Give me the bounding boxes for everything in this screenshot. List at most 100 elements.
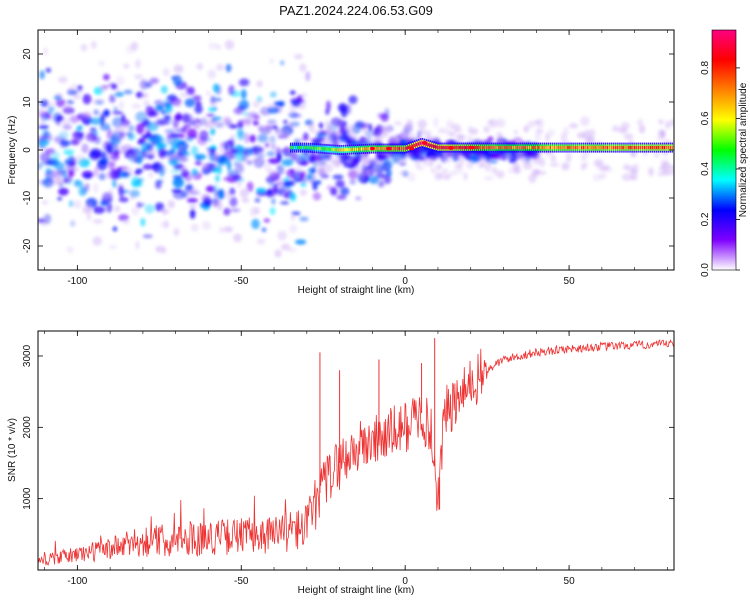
ridge-cell <box>565 146 567 150</box>
spectrogram-cell <box>109 94 116 103</box>
spectrogram-cell <box>142 234 153 239</box>
spectrogram-cell <box>360 160 369 169</box>
ridge-cell <box>518 146 520 150</box>
spectrogram-cell <box>313 139 318 144</box>
spectrogram-cell <box>264 142 270 148</box>
spectrogram-cell <box>77 130 85 142</box>
spectrogram-cell <box>118 144 127 155</box>
spectrogram-cell <box>229 134 236 140</box>
spectrogram-cell <box>407 172 416 182</box>
spectrogram-cell <box>115 75 125 86</box>
spectrogram-cell <box>624 163 630 170</box>
spectrogram-cell <box>178 145 184 153</box>
ridge-cell <box>522 146 524 150</box>
ridge-peak <box>369 146 375 151</box>
spectrogram-cell <box>238 100 250 110</box>
spectrogram-cell <box>454 152 462 161</box>
ridge-cell <box>510 146 512 150</box>
spectrogram-cell <box>523 162 533 170</box>
spectrogram-cell <box>335 180 345 188</box>
ridge-cell <box>628 146 630 150</box>
colorbar-label: Normalized spectral amplitude <box>738 82 749 217</box>
spectrogram-cell <box>229 148 239 154</box>
spectrogram-cell <box>311 129 321 135</box>
ridge-cell <box>321 147 323 151</box>
spectrogram-cell <box>282 182 291 194</box>
ridge-cell <box>600 146 603 150</box>
spectrogram-cell <box>40 99 49 108</box>
ridge-cell <box>313 146 315 150</box>
ridge-cell <box>655 146 658 150</box>
spectrogram-cell <box>59 138 70 149</box>
spectrogram-cell <box>145 142 155 152</box>
spectrogram-cell <box>69 115 80 124</box>
spectrogram-cell <box>201 220 211 230</box>
spectrogram-cell <box>348 95 358 105</box>
spectrogram-cell <box>40 117 45 125</box>
spectrogram-cell <box>267 106 280 114</box>
x-tick-label: 0 <box>402 576 408 587</box>
spectrogram-cell <box>325 125 333 134</box>
spectrogram-cell <box>219 226 224 234</box>
ridge-cell <box>561 146 563 150</box>
spectrogram-cell <box>316 180 322 185</box>
ridge-cell <box>463 146 465 150</box>
spectrogram-cell <box>417 119 427 129</box>
spectrogram-cell <box>142 100 150 106</box>
spectrogram-cell <box>249 134 256 143</box>
spectrogram-cell <box>162 67 170 77</box>
spectrogram-cell <box>134 148 142 156</box>
spectrogram-cell <box>145 104 152 109</box>
x-tick-label: 50 <box>564 276 576 287</box>
ridge-cell <box>667 146 669 150</box>
ridge-cell <box>459 146 461 150</box>
spectrogram-cell <box>266 189 273 198</box>
ridge-cell <box>409 145 412 149</box>
spectrogram-cell <box>86 212 92 221</box>
ridge-cell <box>608 146 610 150</box>
spectrogram-cell <box>338 153 346 162</box>
ridge-cell <box>360 147 363 151</box>
ridge-cell <box>583 146 585 150</box>
spectrogram-cell <box>76 126 83 131</box>
spectrogram-cell <box>134 59 141 69</box>
spectrogram-cell <box>393 120 403 126</box>
spectrogram-cell <box>108 169 121 180</box>
spectrogram-cell <box>154 202 165 212</box>
ridge-cell <box>480 146 483 150</box>
spectrogram-cell <box>155 245 166 253</box>
spectrogram-cell <box>294 53 303 60</box>
ridge-cell <box>461 146 463 150</box>
ridge-cell <box>362 147 365 151</box>
spectrogram-cell <box>489 154 501 160</box>
spectrogram-cell <box>172 190 185 200</box>
spectrogram-cell <box>146 149 156 156</box>
spectrogram-cell <box>213 151 220 161</box>
ridge-cell <box>512 146 514 150</box>
colorbar-ticks: 0.0 0.2 0.4 0.6 0.8 <box>700 61 740 277</box>
spectrogram-cell <box>136 202 142 209</box>
spectrogram-cell <box>175 128 186 133</box>
spectrogram-cell <box>206 113 215 118</box>
spectrogram-cell <box>58 76 68 84</box>
ridge-cell <box>610 146 612 150</box>
ridge-cell <box>541 146 544 150</box>
ridge-cell <box>319 146 321 151</box>
ridge-cell <box>476 146 479 150</box>
spectrogram-cell <box>112 179 117 189</box>
y-tick-label: 10 <box>22 96 33 108</box>
spectrogram-cell <box>89 127 97 133</box>
ridge-cell <box>567 146 569 150</box>
ridge-cell <box>563 146 565 150</box>
spectrogram-cell <box>657 171 666 177</box>
spectrogram-cell <box>297 94 303 104</box>
spectrogram-cell <box>214 120 224 128</box>
spectrogram-cell <box>188 119 196 126</box>
spectrogram-cell <box>428 160 434 167</box>
spectrogram-cell <box>42 213 52 222</box>
ridge-cell <box>295 146 298 150</box>
ridge-cell <box>596 146 599 150</box>
ridge-cell <box>289 146 292 150</box>
spectrogram-cell <box>283 120 289 124</box>
spectrogram-cell <box>419 128 425 135</box>
